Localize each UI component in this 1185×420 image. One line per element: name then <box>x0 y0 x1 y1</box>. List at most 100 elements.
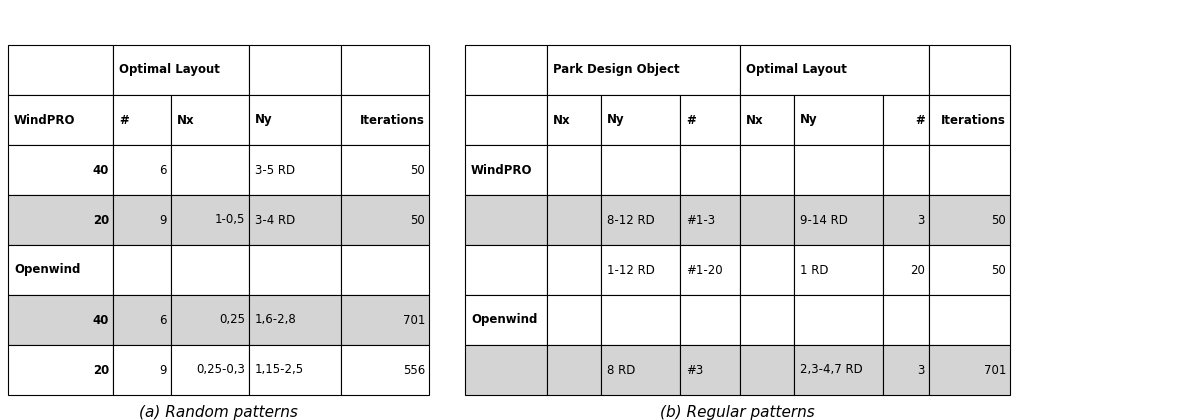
Text: #: # <box>118 113 129 126</box>
Text: Nx: Nx <box>747 113 763 126</box>
Bar <box>680 145 739 195</box>
Bar <box>341 345 429 395</box>
Bar <box>171 295 249 345</box>
Bar <box>547 295 601 345</box>
Bar <box>341 195 429 245</box>
Text: #3: #3 <box>686 363 703 376</box>
Text: 20: 20 <box>92 213 109 226</box>
Bar <box>341 145 429 195</box>
Text: 1,6-2,8: 1,6-2,8 <box>255 313 296 326</box>
Bar <box>601 345 680 395</box>
Bar <box>249 195 341 245</box>
Bar <box>739 345 794 395</box>
Bar <box>8 45 113 95</box>
Bar <box>465 95 547 145</box>
Text: 2,3-4,7 RD: 2,3-4,7 RD <box>800 363 863 376</box>
Bar <box>113 145 171 195</box>
Bar <box>883 145 929 195</box>
Text: Iterations: Iterations <box>941 113 1006 126</box>
Bar <box>547 195 601 245</box>
Text: Openwind: Openwind <box>470 313 537 326</box>
Bar <box>929 95 1010 145</box>
Text: Optimal Layout: Optimal Layout <box>118 63 220 76</box>
Text: Ny: Ny <box>800 113 818 126</box>
Bar <box>883 295 929 345</box>
Bar <box>465 245 547 295</box>
Bar <box>249 95 341 145</box>
Bar <box>465 345 547 395</box>
Bar <box>113 45 249 95</box>
Bar <box>794 195 883 245</box>
Bar <box>929 195 1010 245</box>
Bar <box>739 295 794 345</box>
Bar <box>113 295 171 345</box>
Bar <box>249 345 341 395</box>
Bar <box>465 145 547 195</box>
Text: 3: 3 <box>917 363 925 376</box>
Text: 556: 556 <box>403 363 425 376</box>
Text: (b) Regular patterns: (b) Regular patterns <box>660 405 815 420</box>
Text: Ny: Ny <box>255 113 273 126</box>
Text: 701: 701 <box>403 313 425 326</box>
Bar <box>547 245 601 295</box>
Bar <box>8 245 113 295</box>
Bar <box>341 45 429 95</box>
Bar <box>794 145 883 195</box>
Bar <box>794 95 883 145</box>
Bar <box>929 145 1010 195</box>
Text: Nx: Nx <box>177 113 194 126</box>
Bar <box>171 195 249 245</box>
Bar <box>601 145 680 195</box>
Text: 0,25-0,3: 0,25-0,3 <box>197 363 245 376</box>
Bar <box>601 95 680 145</box>
Bar <box>794 245 883 295</box>
Bar <box>929 245 1010 295</box>
Bar <box>883 245 929 295</box>
Text: 1 RD: 1 RD <box>800 263 828 276</box>
Bar <box>680 245 739 295</box>
Bar <box>465 195 547 245</box>
Bar <box>547 345 601 395</box>
Bar <box>929 295 1010 345</box>
Text: #: # <box>686 113 696 126</box>
Bar <box>547 95 601 145</box>
Text: WindPRO: WindPRO <box>470 163 532 176</box>
Text: Nx: Nx <box>553 113 571 126</box>
Bar <box>171 345 249 395</box>
Text: 6: 6 <box>160 163 167 176</box>
Text: 1,15-2,5: 1,15-2,5 <box>255 363 305 376</box>
Bar <box>739 195 794 245</box>
Text: Park Design Object: Park Design Object <box>553 63 680 76</box>
Bar <box>113 345 171 395</box>
Text: 50: 50 <box>991 213 1006 226</box>
Text: WindPRO: WindPRO <box>14 113 76 126</box>
Text: 20: 20 <box>910 263 925 276</box>
Text: #1-3: #1-3 <box>686 213 715 226</box>
Bar <box>794 295 883 345</box>
Bar <box>249 295 341 345</box>
Text: Optimal Layout: Optimal Layout <box>747 63 847 76</box>
Bar <box>883 195 929 245</box>
Bar <box>8 345 113 395</box>
Bar <box>465 45 547 95</box>
Text: 8 RD: 8 RD <box>607 363 635 376</box>
Text: 50: 50 <box>410 213 425 226</box>
Text: 3: 3 <box>917 213 925 226</box>
Text: #1-20: #1-20 <box>686 263 723 276</box>
Text: Openwind: Openwind <box>14 263 81 276</box>
Text: 701: 701 <box>984 363 1006 376</box>
Bar <box>249 145 341 195</box>
Bar <box>547 45 739 95</box>
Bar <box>739 145 794 195</box>
Bar <box>465 295 547 345</box>
Bar <box>883 345 929 395</box>
Bar <box>794 345 883 395</box>
Text: 50: 50 <box>991 263 1006 276</box>
Bar <box>341 245 429 295</box>
Text: 1-12 RD: 1-12 RD <box>607 263 655 276</box>
Text: 3-5 RD: 3-5 RD <box>255 163 295 176</box>
Text: Ny: Ny <box>607 113 624 126</box>
Bar <box>680 295 739 345</box>
Bar <box>601 245 680 295</box>
Bar <box>8 295 113 345</box>
